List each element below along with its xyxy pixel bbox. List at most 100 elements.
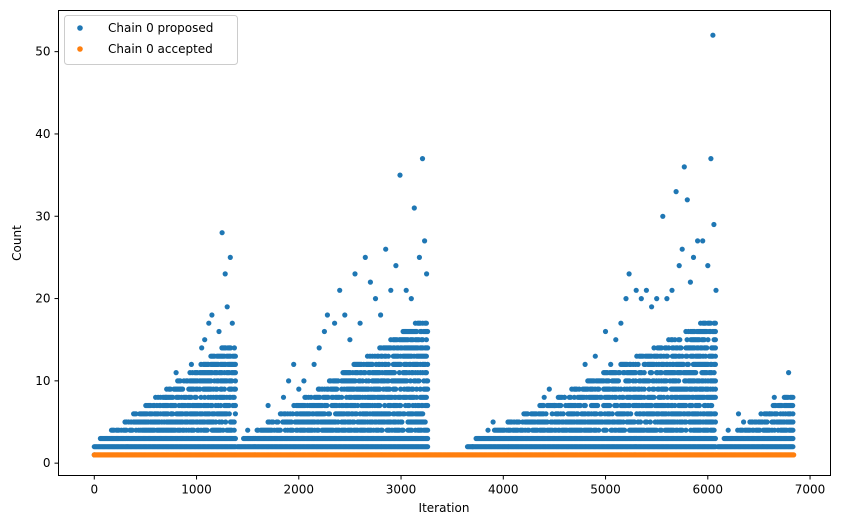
- data-point-proposed: [232, 361, 238, 367]
- y-tick-label: 50: [35, 45, 50, 59]
- data-point-proposed: [170, 394, 176, 400]
- data-point-proposed: [231, 345, 237, 351]
- data-point-proposed: [757, 427, 763, 433]
- data-point-proposed: [661, 394, 667, 400]
- data-point-proposed: [647, 419, 653, 425]
- data-point-proposed: [544, 419, 550, 425]
- data-point-proposed: [410, 386, 416, 392]
- data-point-proposed: [790, 435, 796, 442]
- data-point-proposed: [425, 378, 431, 384]
- y-axis-ticks: 0 10 20 30 40 50: [35, 45, 59, 470]
- data-point-proposed: [133, 411, 139, 417]
- data-point-proposed: [596, 427, 602, 433]
- data-point-proposed: [214, 386, 220, 392]
- data-point-proposed: [790, 419, 796, 425]
- data-point-proposed: [420, 411, 426, 417]
- data-point-proposed: [219, 230, 225, 236]
- data-point-proposed: [408, 296, 414, 302]
- x-tick-label: 3000: [386, 483, 417, 497]
- data-point-proposed: [704, 345, 710, 351]
- data-point-proposed: [204, 427, 210, 433]
- data-point-proposed: [423, 320, 429, 326]
- data-point-proposed: [649, 370, 655, 376]
- data-point-proposed: [541, 394, 547, 400]
- data-point-proposed: [231, 427, 237, 433]
- data-point-proposed: [551, 402, 558, 409]
- data-point-proposed: [646, 386, 652, 392]
- data-point-proposed: [316, 345, 322, 351]
- data-point-proposed: [399, 419, 405, 425]
- data-point-proposed: [641, 394, 647, 400]
- data-point-proposed: [423, 337, 429, 343]
- data-point-proposed: [673, 189, 679, 195]
- data-point-proposed: [644, 419, 650, 425]
- data-point-proposed: [419, 156, 426, 162]
- data-point-proposed: [568, 394, 574, 400]
- data-point-proposed: [626, 402, 633, 409]
- data-point-proposed: [224, 304, 230, 310]
- plot-frame: [58, 10, 831, 476]
- data-point-proposed: [218, 402, 224, 409]
- data-point-proposed: [620, 394, 626, 400]
- data-point-proposed: [664, 394, 671, 400]
- data-point-proposed: [543, 411, 549, 417]
- data-point-proposed: [683, 427, 689, 433]
- data-point-proposed: [232, 378, 238, 384]
- data-point-proposed: [321, 328, 327, 335]
- data-point-proposed: [505, 427, 511, 433]
- data-point-proposed: [549, 411, 555, 417]
- data-point-proposed: [360, 378, 366, 384]
- data-point-proposed: [420, 337, 426, 343]
- data-point-proposed: [407, 378, 414, 384]
- data-point-proposed: [275, 419, 281, 425]
- data-point-proposed: [286, 378, 292, 384]
- data-point-proposed: [382, 402, 388, 409]
- data-point-proposed: [223, 419, 229, 425]
- data-point-proposed: [167, 386, 173, 392]
- data-point-proposed: [676, 378, 682, 384]
- data-point-proposed: [684, 337, 690, 343]
- data-point-proposed: [684, 197, 690, 203]
- data-point-proposed: [758, 411, 764, 417]
- data-point-proposed: [683, 402, 689, 409]
- data-point-proposed: [641, 370, 647, 376]
- data-point-proposed: [593, 411, 599, 417]
- data-point-proposed: [379, 427, 385, 433]
- data-point-proposed: [226, 402, 232, 409]
- data-point-proposed: [188, 361, 194, 367]
- data-point-proposed: [666, 345, 672, 351]
- data-point-proposed: [708, 156, 714, 162]
- data-point-proposed: [387, 386, 393, 392]
- y-tick-label: 40: [35, 127, 50, 141]
- data-point-proposed: [209, 402, 215, 409]
- data-point-proposed: [790, 411, 796, 417]
- data-point-proposed: [653, 427, 660, 433]
- data-point-proposed: [633, 370, 639, 376]
- data-point-proposed: [398, 361, 404, 367]
- data-point-proposed: [411, 205, 417, 211]
- data-point-proposed: [712, 328, 719, 335]
- data-point-proposed: [362, 254, 368, 260]
- data-point-proposed: [560, 411, 566, 417]
- data-point-proposed: [353, 411, 360, 417]
- data-point-proposed: [712, 386, 719, 392]
- y-tick-label: 10: [35, 374, 50, 388]
- data-point-proposed: [290, 427, 296, 433]
- data-point-proposed: [664, 296, 670, 302]
- data-point-proposed: [311, 361, 317, 367]
- y-tick-label: 20: [35, 292, 50, 306]
- data-point-proposed: [332, 320, 338, 326]
- data-point-proposed: [401, 411, 407, 417]
- data-point-proposed: [595, 402, 601, 409]
- data-point-proposed: [229, 320, 235, 326]
- data-point-proposed: [335, 419, 341, 425]
- data-point-proposed: [695, 238, 701, 244]
- legend-box: [64, 15, 238, 65]
- data-point-proposed: [377, 402, 383, 409]
- data-point-proposed: [618, 386, 624, 392]
- data-point-proposed: [342, 312, 348, 318]
- data-point-proposed: [712, 337, 719, 343]
- data-point-proposed: [339, 394, 345, 400]
- data-point-proposed: [388, 287, 394, 293]
- data-point-proposed: [712, 378, 719, 384]
